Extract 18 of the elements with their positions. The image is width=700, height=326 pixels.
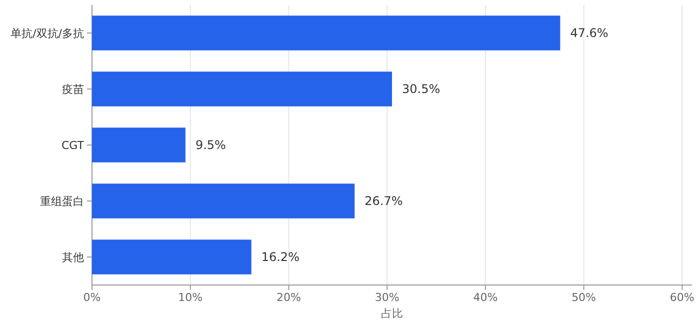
y-tick-label: 重组蛋白 — [40, 195, 84, 208]
x-axis-title: 占比 — [381, 307, 403, 320]
y-tick-label: 疫苗 — [62, 83, 84, 96]
x-tick-label: 10% — [178, 291, 203, 304]
x-tick-label: 30% — [374, 291, 400, 304]
data-label: 47.6% — [570, 26, 608, 40]
data-label: 9.5% — [195, 138, 226, 152]
y-tick-label: CGT — [61, 139, 84, 152]
x-tick-label: 60% — [670, 291, 694, 304]
x-tick-label: 50% — [572, 291, 596, 304]
data-label: 26.7% — [364, 194, 403, 208]
x-tick-label: 0% — [83, 291, 101, 304]
y-tick-label: 其他 — [62, 251, 84, 264]
x-tick-label: 20% — [276, 291, 301, 304]
x-tick-label: 40% — [473, 291, 498, 304]
data-label: 30.5% — [402, 82, 440, 96]
data-label: 16.2% — [261, 250, 300, 264]
y-tick-label: 单抗/双抗/多抗 — [10, 27, 84, 40]
